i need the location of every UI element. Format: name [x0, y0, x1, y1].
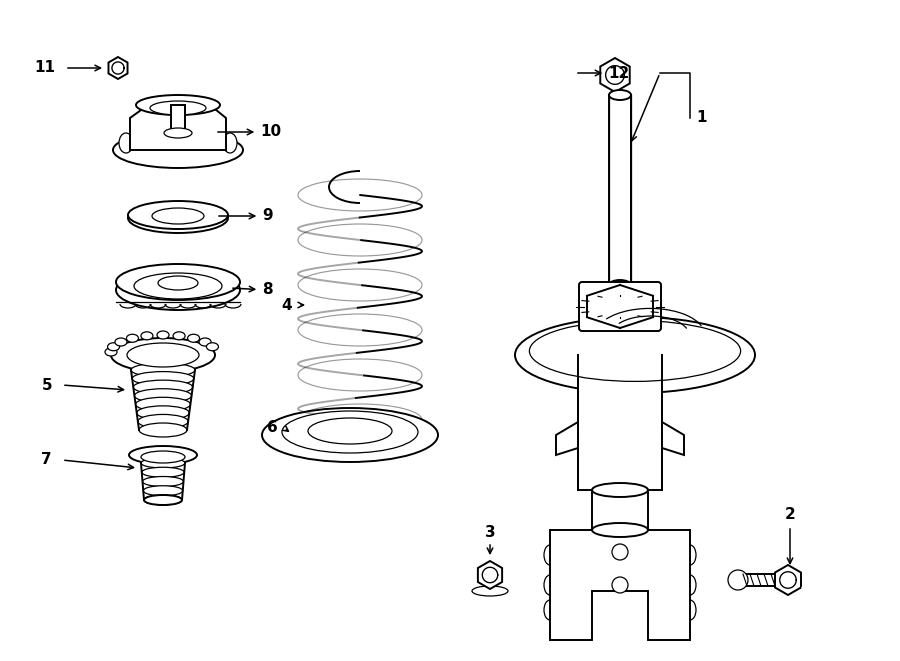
Ellipse shape — [206, 343, 219, 351]
Ellipse shape — [141, 332, 153, 340]
Text: 12: 12 — [578, 65, 629, 81]
Ellipse shape — [472, 586, 508, 596]
Ellipse shape — [119, 133, 133, 153]
Text: 10: 10 — [218, 124, 281, 139]
Ellipse shape — [136, 397, 191, 411]
Text: 6: 6 — [267, 420, 278, 436]
Ellipse shape — [141, 458, 185, 468]
Polygon shape — [130, 105, 226, 150]
Ellipse shape — [144, 495, 182, 505]
Ellipse shape — [152, 208, 204, 224]
Text: 8: 8 — [233, 282, 273, 297]
Text: 9: 9 — [219, 208, 273, 223]
Ellipse shape — [139, 423, 187, 437]
Ellipse shape — [115, 338, 127, 346]
Ellipse shape — [612, 577, 628, 593]
Ellipse shape — [262, 408, 438, 462]
Ellipse shape — [515, 317, 755, 393]
Ellipse shape — [111, 338, 215, 372]
Ellipse shape — [308, 418, 392, 444]
Ellipse shape — [529, 321, 741, 381]
Ellipse shape — [136, 95, 220, 115]
Ellipse shape — [141, 451, 185, 463]
Text: 3: 3 — [485, 525, 495, 540]
Ellipse shape — [592, 483, 648, 497]
Text: 5: 5 — [41, 377, 52, 393]
Ellipse shape — [128, 203, 228, 233]
Ellipse shape — [137, 406, 189, 420]
Ellipse shape — [609, 280, 631, 290]
Ellipse shape — [116, 264, 240, 300]
Ellipse shape — [129, 446, 197, 464]
Ellipse shape — [157, 331, 169, 339]
Text: 7: 7 — [41, 453, 52, 467]
Text: 4: 4 — [282, 297, 292, 313]
Bar — [592, 490, 648, 530]
Ellipse shape — [142, 467, 184, 477]
Ellipse shape — [612, 544, 628, 560]
Ellipse shape — [150, 101, 206, 115]
Bar — [171, 105, 185, 133]
Bar — [578, 355, 662, 490]
Bar — [609, 95, 631, 285]
Ellipse shape — [282, 411, 418, 453]
Ellipse shape — [134, 389, 192, 403]
Ellipse shape — [173, 332, 185, 340]
Ellipse shape — [132, 371, 194, 385]
Ellipse shape — [113, 132, 243, 168]
Ellipse shape — [158, 276, 198, 290]
Polygon shape — [109, 57, 128, 79]
Ellipse shape — [138, 414, 188, 428]
Ellipse shape — [144, 495, 182, 505]
Ellipse shape — [187, 334, 200, 342]
Polygon shape — [662, 422, 684, 455]
Ellipse shape — [131, 363, 195, 377]
Ellipse shape — [199, 338, 212, 346]
Ellipse shape — [143, 486, 183, 496]
Polygon shape — [478, 561, 502, 589]
Ellipse shape — [126, 334, 139, 342]
Ellipse shape — [728, 570, 748, 590]
Ellipse shape — [592, 523, 648, 537]
Text: 2: 2 — [785, 507, 796, 522]
Polygon shape — [600, 58, 630, 92]
Bar — [740, 574, 780, 586]
Polygon shape — [550, 530, 690, 640]
Polygon shape — [775, 565, 801, 595]
Polygon shape — [556, 422, 578, 455]
FancyBboxPatch shape — [579, 282, 661, 331]
Ellipse shape — [142, 477, 184, 486]
Ellipse shape — [223, 133, 237, 153]
Ellipse shape — [133, 380, 193, 394]
Ellipse shape — [134, 273, 222, 299]
Ellipse shape — [164, 128, 192, 138]
Text: 1: 1 — [696, 110, 706, 126]
Ellipse shape — [105, 348, 117, 356]
Ellipse shape — [107, 343, 120, 351]
Ellipse shape — [116, 270, 240, 310]
Text: 11: 11 — [34, 59, 55, 75]
Ellipse shape — [127, 343, 199, 367]
Ellipse shape — [128, 201, 228, 229]
Ellipse shape — [609, 90, 631, 100]
